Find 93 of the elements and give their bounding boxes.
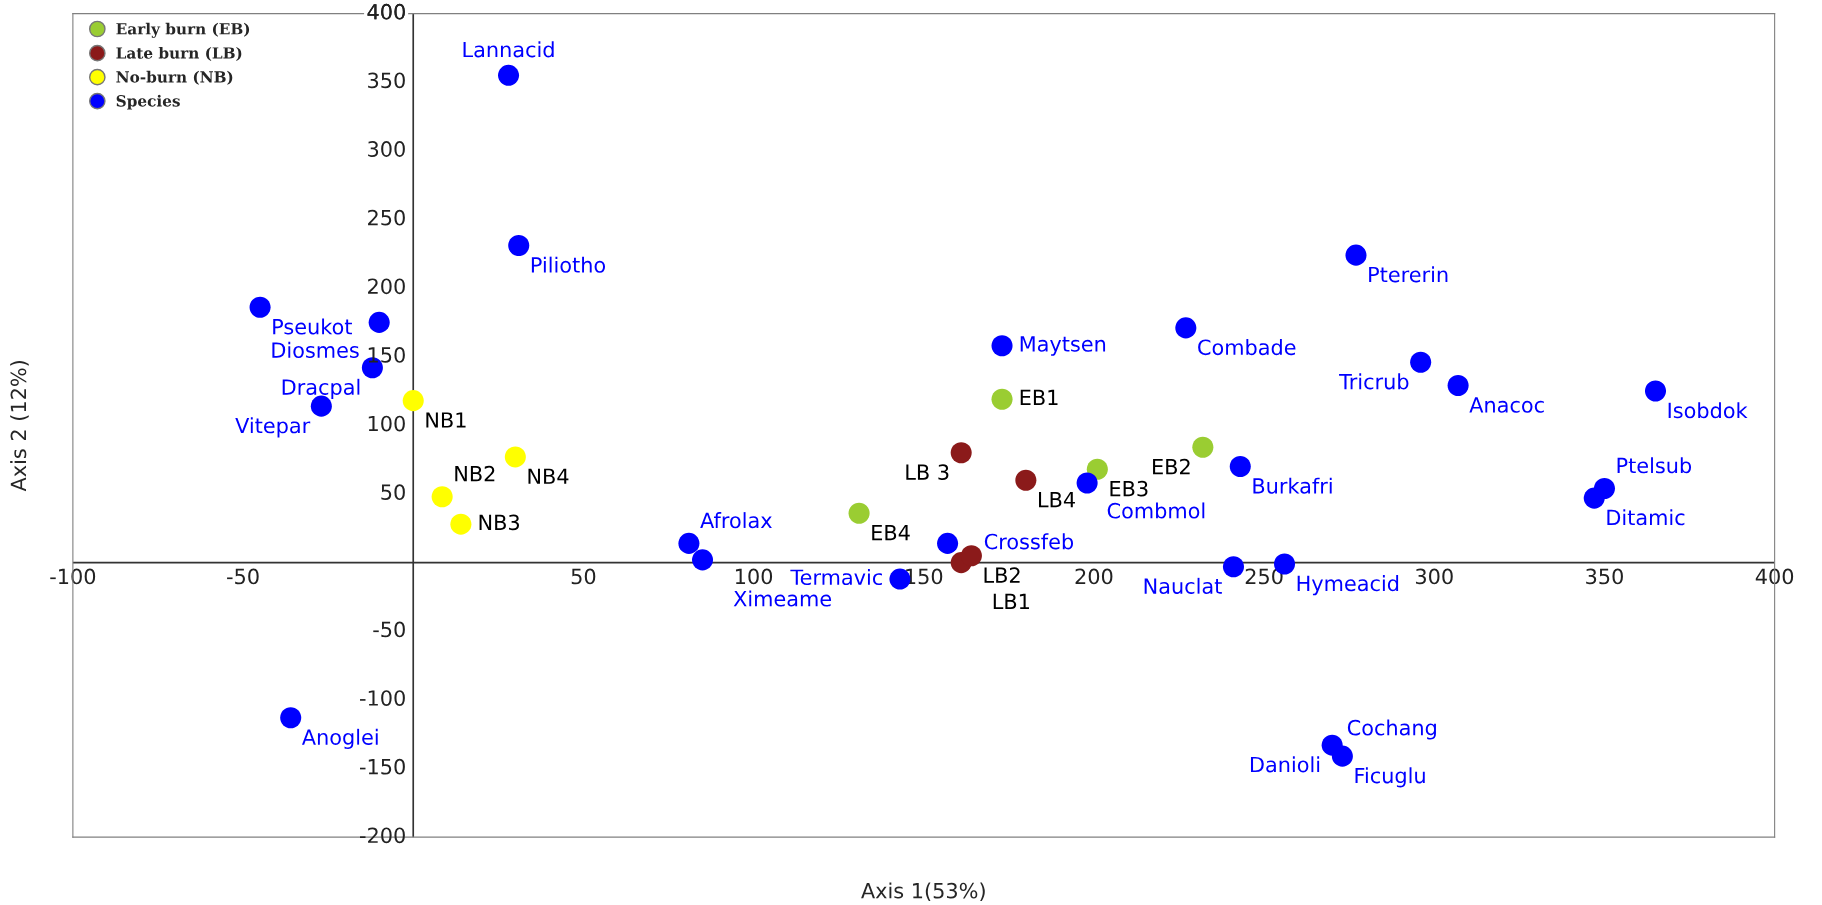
point: [1410, 351, 1432, 373]
point: [848, 502, 870, 524]
annotation: Vitepar: [235, 417, 311, 438]
annotation: Anacoc: [1469, 397, 1544, 413]
y-tick-label: -100: [360, 690, 405, 706]
point: [691, 549, 714, 571]
annotation: NB1: [426, 412, 466, 428]
annotation: Danioli: [1250, 756, 1320, 773]
point: [937, 532, 959, 554]
point: [498, 64, 520, 86]
y-tick-label: 200: [368, 278, 405, 295]
annotation: Lannacid: [463, 41, 554, 58]
x-tick-label: -50: [227, 568, 259, 585]
x-tick-label: 100: [735, 568, 773, 585]
annotation: Ptererin: [1369, 266, 1448, 283]
point: [1076, 472, 1098, 494]
point: [960, 545, 982, 567]
annotation: Combmol: [1107, 502, 1205, 519]
x-tick-label: 350: [1586, 568, 1623, 585]
legend-label: Species: [116, 94, 180, 110]
annotation: LB2: [984, 567, 1020, 583]
annotation: Combade: [1198, 339, 1296, 356]
annotation: Afrolax: [700, 512, 772, 529]
legend-label: Late burn (LB): [116, 46, 242, 61]
annotation: LB 3: [906, 464, 949, 481]
y-tick-label: 100: [368, 415, 405, 432]
y-tick-label: -50: [373, 621, 405, 638]
x-tick-label: 50: [571, 568, 596, 585]
annotation: NB3: [479, 514, 520, 531]
point: [450, 513, 472, 535]
annotation: Diosmes: [272, 341, 359, 358]
legend-label: No-burn (NB): [116, 70, 233, 85]
x-tick-label: 300: [1415, 568, 1453, 585]
annotation: LB1: [993, 593, 1029, 609]
annotation: Isobdok: [1668, 402, 1748, 419]
point: [950, 442, 972, 464]
y-tick-label: 350: [368, 72, 405, 89]
point: [508, 235, 530, 257]
point: [1192, 436, 1214, 458]
annotation: Crossfeb: [984, 533, 1074, 550]
annotation: EB2: [1153, 458, 1190, 475]
point: [1229, 456, 1251, 478]
point: [431, 486, 453, 508]
point: [249, 296, 271, 318]
y-tick-label: -150: [360, 758, 405, 775]
y-axis-title: Axis 2 (12%): [10, 361, 29, 492]
point: [504, 446, 526, 468]
annotation: Hymeacid: [1297, 575, 1399, 596]
annotation: Ximeame: [733, 590, 832, 607]
y-tick-label: 150: [368, 347, 405, 363]
point: [1593, 477, 1615, 500]
legend-label: Early burn (EB): [116, 22, 250, 38]
annotation: EB3: [1110, 480, 1148, 497]
point: [1175, 317, 1197, 339]
annotation: Tricrub: [1339, 373, 1409, 390]
point: [1345, 244, 1367, 266]
annotation: Termavic: [790, 569, 882, 586]
annotation: Piliotho: [531, 256, 606, 273]
annotation: EB1: [1020, 389, 1058, 406]
annotation: Cochang: [1347, 719, 1436, 740]
annotation: Ptelsub: [1617, 457, 1692, 474]
annotation: Anoglei: [301, 728, 378, 749]
y-tick-label: 50: [381, 484, 405, 501]
point: [1331, 745, 1353, 767]
annotation: LB4: [1039, 492, 1075, 508]
point: [402, 390, 424, 412]
point: [991, 335, 1013, 357]
point: [1086, 458, 1108, 480]
x-axis-title: Axis 1(53%): [861, 882, 985, 901]
point: [280, 707, 302, 729]
annotation: NB2: [455, 465, 495, 482]
annotation: Dracpal: [282, 378, 360, 399]
annotation: Ficuglu: [1355, 767, 1425, 788]
annotation: Burkafri: [1253, 477, 1332, 494]
x-tick-label: 200: [1075, 568, 1113, 585]
point: [1015, 469, 1037, 491]
x-tick-label: -100: [50, 568, 96, 585]
point: [368, 311, 390, 333]
annotation: Nauclat: [1144, 577, 1222, 594]
point: [678, 532, 700, 554]
annotation: Maytsen: [1020, 336, 1106, 356]
point: [1222, 556, 1244, 578]
point: [1447, 375, 1469, 397]
y-tick-label: 300: [368, 141, 405, 157]
point: [1644, 380, 1667, 402]
annotation: EB4: [872, 524, 910, 541]
annotation: Pseukot: [273, 318, 352, 335]
annotation: NB4: [528, 468, 569, 484]
point: [991, 388, 1013, 410]
x-tick-label: 400: [1755, 568, 1794, 585]
y-tick-label: -200: [360, 827, 405, 844]
y-tick-label: 250: [368, 209, 405, 226]
annotation: Ditamic: [1607, 509, 1685, 526]
